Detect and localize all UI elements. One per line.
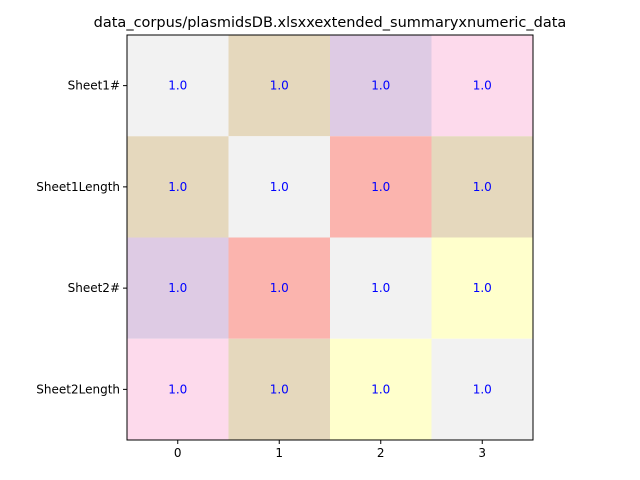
x-tick-label: 2 (377, 446, 385, 460)
heatmap-cell (127, 237, 229, 339)
heatmap-cell-labels: 1.0 1.0 1.0 1.0 1.0 1.0 1.0 1.0 1.0 1.0 1.0 1.0 1.0 1… (168, 79, 492, 397)
x-axis: 0 1 2 3 (174, 440, 486, 460)
y-axis: Sheet1# Sheet1Length Sheet2# Sheet2Length (36, 79, 127, 396)
cell-value-label: 1.0 (270, 180, 289, 194)
y-tick-label: Sheet1# (68, 79, 120, 93)
heatmap-cell (330, 136, 432, 238)
heatmap-cell (127, 35, 229, 137)
cell-value-label: 1.0 (270, 382, 289, 396)
cell-value-label: 1.0 (371, 79, 390, 93)
heatmap-cell (228, 338, 330, 440)
heatmap-cell (228, 35, 330, 137)
plot-area-frame (126, 34, 534, 441)
heatmap-cell (127, 338, 229, 440)
chart-title: data_corpus/plasmidsDB.xlsxxextended_sum… (94, 15, 567, 31)
y-tick-label: Sheet2Length (36, 382, 120, 396)
cell-value-label: 1.0 (270, 79, 289, 93)
heatmap-cell (228, 237, 330, 339)
cell-value-label: 1.0 (371, 382, 390, 396)
heatmap-cells (127, 35, 533, 440)
heatmap-cell (228, 136, 330, 238)
cell-value-label: 1.0 (168, 281, 187, 295)
x-tick-label: 0 (174, 446, 182, 460)
cell-value-label: 1.0 (473, 281, 492, 295)
heatmap-cell (127, 136, 229, 238)
y-tick-label: Sheet2# (68, 281, 120, 295)
heatmap-cell (431, 35, 533, 137)
cell-value-label: 1.0 (168, 180, 187, 194)
heatmap-cell (431, 338, 533, 440)
cell-value-label: 1.0 (168, 382, 187, 396)
cell-value-label: 1.0 (371, 180, 390, 194)
heatmap-cell (431, 136, 533, 238)
cell-value-label: 1.0 (371, 281, 390, 295)
heatmap-cell (431, 237, 533, 339)
x-tick-label: 1 (275, 446, 283, 460)
y-tick-label: Sheet1Length (36, 180, 120, 194)
heatmap-cell (330, 237, 432, 339)
cell-value-label: 1.0 (473, 79, 492, 93)
heatmap-cell (330, 338, 432, 440)
heatmap-cell (330, 35, 432, 137)
cell-value-label: 1.0 (168, 79, 187, 93)
x-tick-label: 3 (478, 446, 486, 460)
cell-value-label: 1.0 (270, 281, 289, 295)
cell-value-label: 1.0 (473, 382, 492, 396)
cell-value-label: 1.0 (473, 180, 492, 194)
